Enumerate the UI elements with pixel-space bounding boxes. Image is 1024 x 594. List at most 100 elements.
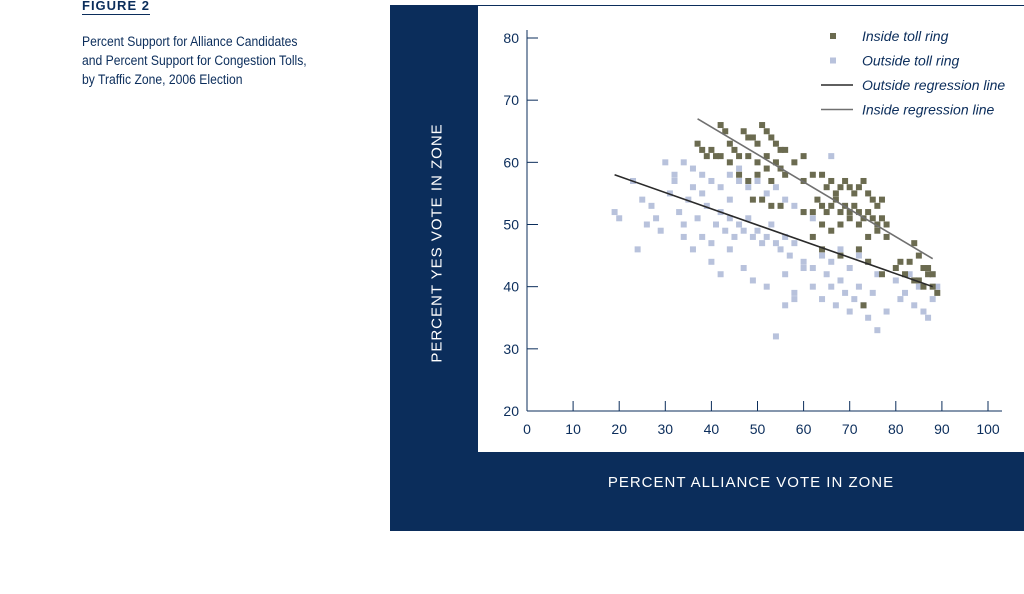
inside-point (865, 190, 872, 197)
outside-point (694, 215, 701, 222)
outside-point (809, 283, 816, 290)
inside-point (920, 283, 927, 290)
outside-point (726, 215, 733, 222)
inside-point (878, 196, 885, 203)
inside-point (823, 184, 830, 191)
x-tick-label: 10 (565, 421, 581, 437)
y-tick-label: 50 (503, 217, 519, 233)
inside-point (763, 165, 770, 172)
inside-point (754, 171, 761, 178)
inside-point (902, 271, 909, 278)
inside-point (828, 202, 835, 209)
outside-point (782, 233, 789, 240)
figure-label: FIGURE 2 (82, 0, 150, 15)
outside-point (648, 202, 655, 209)
outside-point (653, 215, 660, 222)
outside-point (713, 221, 720, 228)
outside-point (745, 184, 752, 191)
outside-point (685, 196, 692, 203)
outside-point (680, 221, 687, 228)
outside-point (731, 233, 738, 240)
outside-point (740, 265, 747, 272)
outside-point (809, 265, 816, 272)
outside-point (925, 314, 932, 321)
outside-point (782, 271, 789, 278)
inside-point (791, 159, 798, 166)
outside-point (786, 252, 793, 259)
inside-point (883, 233, 890, 240)
inside-point (819, 171, 826, 178)
outside-point (699, 171, 706, 178)
outside-point (699, 190, 706, 197)
outside-point (736, 177, 743, 184)
inside-point (736, 153, 743, 160)
inside-point (759, 196, 766, 203)
inside-point (846, 209, 853, 216)
outside-point (920, 308, 927, 315)
outside-point (736, 221, 743, 228)
outside-point (717, 184, 724, 191)
legend-label-inside: Inside toll ring (862, 28, 949, 44)
outside-point (791, 296, 798, 303)
outside-point (869, 289, 876, 296)
outside-point (676, 209, 683, 216)
inside-point (855, 221, 862, 228)
inside-point (883, 221, 890, 228)
outside-point (791, 240, 798, 247)
inside-point (869, 196, 876, 203)
outside-point (809, 215, 816, 222)
inside-point (717, 153, 724, 160)
inside-point (929, 271, 936, 278)
inside-point (865, 258, 872, 265)
inside-point (855, 209, 862, 216)
x-tick-label: 0 (523, 421, 531, 437)
outside-point (772, 333, 779, 340)
inside-point (736, 171, 743, 178)
inside-point (865, 209, 872, 216)
inside-point (713, 153, 720, 160)
inside-point (823, 209, 830, 216)
outside-point (846, 308, 853, 315)
outside-point (906, 271, 913, 278)
outside-point (754, 227, 761, 234)
outside-point (657, 227, 664, 234)
outside-point (782, 302, 789, 309)
inside-point (897, 258, 904, 265)
outside-point (800, 258, 807, 265)
outside-point (643, 221, 650, 228)
outside-point (782, 196, 789, 203)
inside-point (754, 140, 761, 147)
outside-point (902, 289, 909, 296)
inside-point (911, 240, 918, 247)
outside-point (634, 246, 641, 253)
outside-point (759, 240, 766, 247)
x-tick-label: 100 (976, 421, 1000, 437)
outside-point (791, 289, 798, 296)
outside-point (749, 277, 756, 284)
outside-point (722, 227, 729, 234)
inside-point (809, 233, 816, 240)
y-tick-label: 60 (503, 154, 519, 170)
x-tick-label: 60 (796, 421, 812, 437)
outside-point (874, 327, 881, 334)
inside-point (722, 128, 729, 135)
outside-point (763, 233, 770, 240)
inside-point (874, 221, 881, 228)
outside-point (671, 177, 678, 184)
outside-point (772, 240, 779, 247)
inside-point (874, 202, 881, 209)
outside-point (855, 252, 862, 259)
plot-area (478, 6, 1024, 452)
outside-point (763, 190, 770, 197)
inside-point (915, 252, 922, 259)
outside-point (819, 252, 826, 259)
x-tick-label: 50 (750, 421, 766, 437)
inside-point (828, 177, 835, 184)
outside-point (680, 233, 687, 240)
outside-point (726, 246, 733, 253)
inside-regression-line (697, 118, 934, 260)
y-tick-label: 20 (503, 403, 519, 419)
outside-point (703, 202, 710, 209)
y-tick-label: 30 (503, 341, 519, 357)
outside-point (680, 159, 687, 166)
